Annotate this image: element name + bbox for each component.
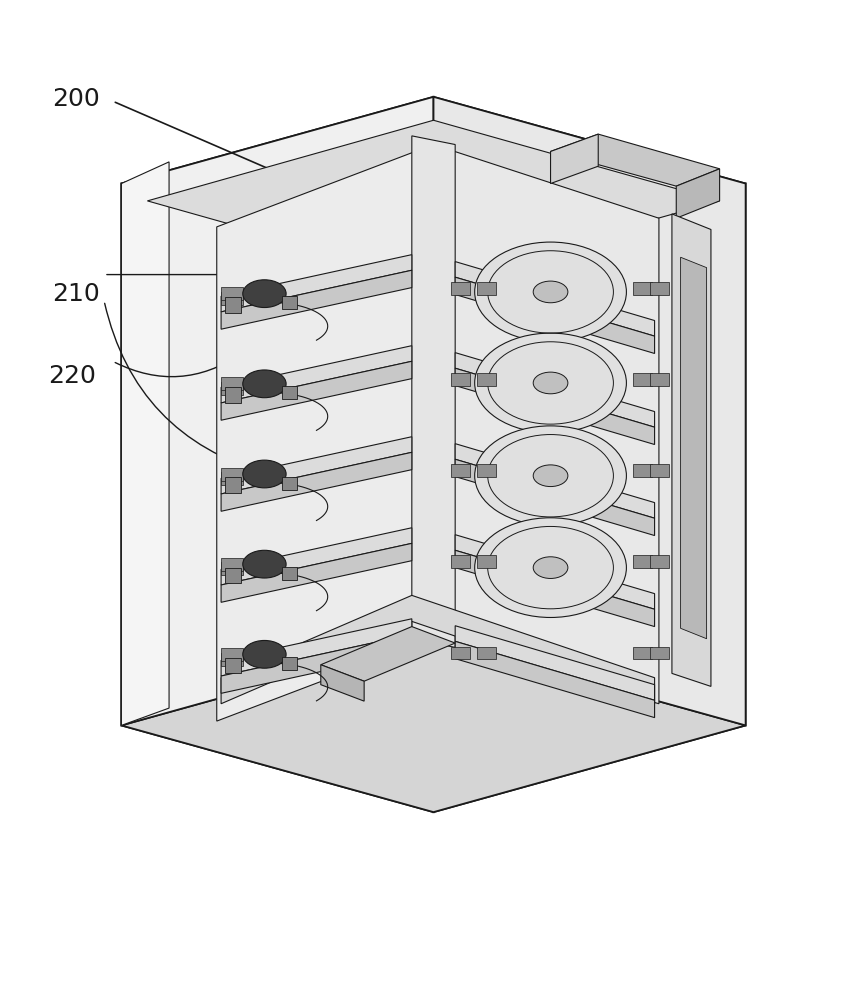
Polygon shape (221, 255, 412, 312)
FancyBboxPatch shape (650, 555, 669, 568)
FancyBboxPatch shape (221, 653, 243, 666)
Polygon shape (455, 353, 655, 427)
Polygon shape (221, 452, 412, 511)
FancyBboxPatch shape (221, 287, 243, 300)
FancyBboxPatch shape (633, 464, 652, 477)
Polygon shape (455, 444, 655, 518)
Ellipse shape (533, 372, 568, 394)
Polygon shape (221, 346, 412, 403)
Polygon shape (221, 634, 412, 693)
Polygon shape (221, 619, 412, 676)
Polygon shape (551, 134, 720, 186)
FancyBboxPatch shape (633, 647, 652, 659)
Polygon shape (221, 543, 412, 602)
Polygon shape (221, 595, 655, 704)
FancyBboxPatch shape (282, 386, 297, 399)
FancyBboxPatch shape (633, 373, 652, 386)
Polygon shape (321, 627, 455, 681)
Polygon shape (681, 257, 707, 639)
Polygon shape (121, 639, 746, 812)
Ellipse shape (243, 550, 286, 578)
Ellipse shape (243, 640, 286, 668)
FancyBboxPatch shape (451, 555, 470, 568)
Polygon shape (455, 459, 655, 536)
FancyBboxPatch shape (477, 555, 496, 568)
FancyBboxPatch shape (221, 472, 243, 485)
FancyBboxPatch shape (225, 297, 241, 313)
Polygon shape (455, 550, 655, 627)
Polygon shape (221, 528, 412, 585)
FancyBboxPatch shape (221, 382, 243, 395)
FancyBboxPatch shape (477, 282, 496, 295)
Polygon shape (455, 626, 655, 700)
Ellipse shape (243, 370, 286, 398)
FancyBboxPatch shape (225, 568, 241, 583)
Polygon shape (147, 120, 720, 282)
FancyBboxPatch shape (221, 648, 243, 661)
Ellipse shape (533, 465, 568, 487)
FancyBboxPatch shape (633, 282, 652, 295)
FancyBboxPatch shape (225, 387, 241, 403)
FancyBboxPatch shape (451, 647, 470, 659)
Polygon shape (221, 361, 412, 420)
Polygon shape (121, 184, 434, 812)
Polygon shape (121, 162, 169, 725)
FancyBboxPatch shape (633, 555, 652, 568)
Text: 200: 200 (52, 87, 100, 111)
Ellipse shape (475, 242, 626, 342)
Polygon shape (434, 184, 746, 812)
Ellipse shape (243, 280, 286, 308)
Polygon shape (455, 535, 655, 609)
FancyBboxPatch shape (282, 567, 297, 580)
Polygon shape (221, 437, 412, 494)
Polygon shape (434, 97, 746, 725)
Ellipse shape (243, 460, 286, 488)
FancyBboxPatch shape (225, 658, 241, 673)
FancyBboxPatch shape (282, 477, 297, 490)
FancyBboxPatch shape (650, 647, 669, 659)
FancyBboxPatch shape (282, 657, 297, 670)
Polygon shape (221, 270, 412, 329)
Polygon shape (434, 145, 659, 704)
FancyBboxPatch shape (451, 464, 470, 477)
Ellipse shape (533, 557, 568, 578)
FancyBboxPatch shape (650, 373, 669, 386)
Ellipse shape (475, 426, 626, 526)
FancyBboxPatch shape (650, 464, 669, 477)
FancyBboxPatch shape (225, 477, 241, 493)
Polygon shape (672, 214, 711, 686)
Polygon shape (321, 665, 364, 701)
Polygon shape (455, 277, 655, 353)
FancyBboxPatch shape (650, 282, 669, 295)
Polygon shape (217, 145, 434, 721)
Polygon shape (412, 136, 455, 647)
Polygon shape (455, 262, 655, 336)
Text: 210: 210 (52, 282, 100, 306)
Polygon shape (676, 169, 720, 218)
FancyBboxPatch shape (451, 282, 470, 295)
FancyBboxPatch shape (282, 296, 297, 309)
FancyBboxPatch shape (477, 647, 496, 659)
FancyBboxPatch shape (221, 558, 243, 571)
Ellipse shape (475, 333, 626, 433)
Polygon shape (455, 368, 655, 445)
FancyBboxPatch shape (221, 377, 243, 390)
Polygon shape (455, 641, 655, 718)
FancyBboxPatch shape (477, 464, 496, 477)
Polygon shape (551, 134, 598, 184)
Ellipse shape (533, 281, 568, 303)
Ellipse shape (475, 518, 626, 617)
Text: 220: 220 (48, 364, 95, 388)
Polygon shape (121, 97, 746, 270)
FancyBboxPatch shape (221, 292, 243, 305)
Polygon shape (121, 97, 434, 725)
FancyBboxPatch shape (221, 562, 243, 575)
FancyBboxPatch shape (451, 373, 470, 386)
FancyBboxPatch shape (221, 468, 243, 481)
FancyBboxPatch shape (477, 373, 496, 386)
